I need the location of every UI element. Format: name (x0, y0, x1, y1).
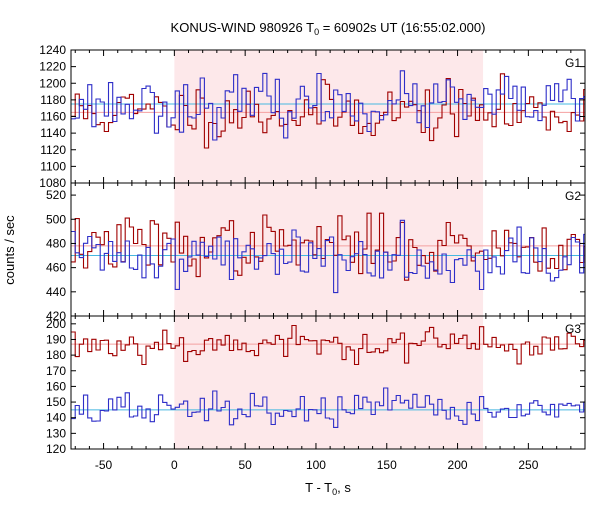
y-tick-label: 1240 (39, 43, 66, 57)
series-red-g1 (71, 73, 585, 149)
y-tick-label: 170 (46, 364, 66, 378)
y-tick-label: 1140 (40, 126, 66, 140)
x-axis-label: T - T0, s (305, 480, 351, 497)
shaded-interval (174, 316, 484, 449)
x-tick-label: 100 (306, 458, 326, 472)
panel-label: G3 (565, 322, 581, 336)
y-tick-label: 1220 (39, 60, 66, 74)
y-tick-label: 480 (46, 236, 66, 250)
series-blue-g2 (71, 219, 585, 294)
y-tick-label: 1160 (40, 110, 66, 124)
y-tick-label: 1100 (40, 159, 66, 173)
y-tick-label: 180 (46, 348, 66, 362)
y-tick-label: 160 (46, 379, 66, 393)
y-axis-label: counts / sec (2, 215, 17, 285)
panel-g2: 420 440 460 480 500 520 G2 (46, 182, 586, 323)
y-tick-label: 130 (46, 426, 66, 440)
y-tick-label: 440 (46, 285, 66, 299)
panels-group: 108011001120114011601180120012201240G142… (39, 43, 586, 472)
series-blue-g3 (71, 387, 585, 428)
y-tick-label: 460 (46, 261, 66, 275)
series-blue-g1 (71, 70, 585, 141)
y-tick-label: 520 (46, 188, 66, 202)
y-tick-label: 190 (46, 332, 66, 346)
x-tick-label: 250 (518, 458, 538, 472)
y-tick-label: 500 (46, 212, 66, 226)
y-tick-label: 420 (46, 309, 66, 323)
panel-g1: 1080 1100 1120 1140 1160 1180 1200 1220 1240 G1 (39, 43, 586, 190)
y-tick-label: 1080 (39, 176, 66, 190)
x-tick-label: 50 (238, 458, 252, 472)
y-tick-label: 140 (46, 411, 66, 425)
series-red-g3 (71, 324, 585, 366)
x-tick-label: 0 (171, 458, 178, 472)
panel-frame (70, 315, 586, 450)
y-tick-label: 200 (46, 317, 66, 331)
chart-title: KONUS-WIND 980926 T0 = 60902s UT (16:55:… (171, 20, 486, 37)
y-tick-label: 1200 (39, 76, 66, 90)
y-tick-label: 1120 (40, 143, 66, 157)
shaded-interval (174, 183, 484, 316)
x-tick-label: -50 (95, 458, 113, 472)
shaded-interval (174, 50, 484, 183)
y-tick-label: 1180 (40, 93, 66, 107)
panel-label: G1 (565, 56, 581, 70)
x-tick-label: 200 (448, 458, 468, 472)
y-tick-label: 150 (46, 395, 66, 409)
x-tick-label: 150 (377, 458, 397, 472)
panel-label: G2 (565, 189, 581, 203)
y-tick-label: 120 (46, 442, 66, 456)
